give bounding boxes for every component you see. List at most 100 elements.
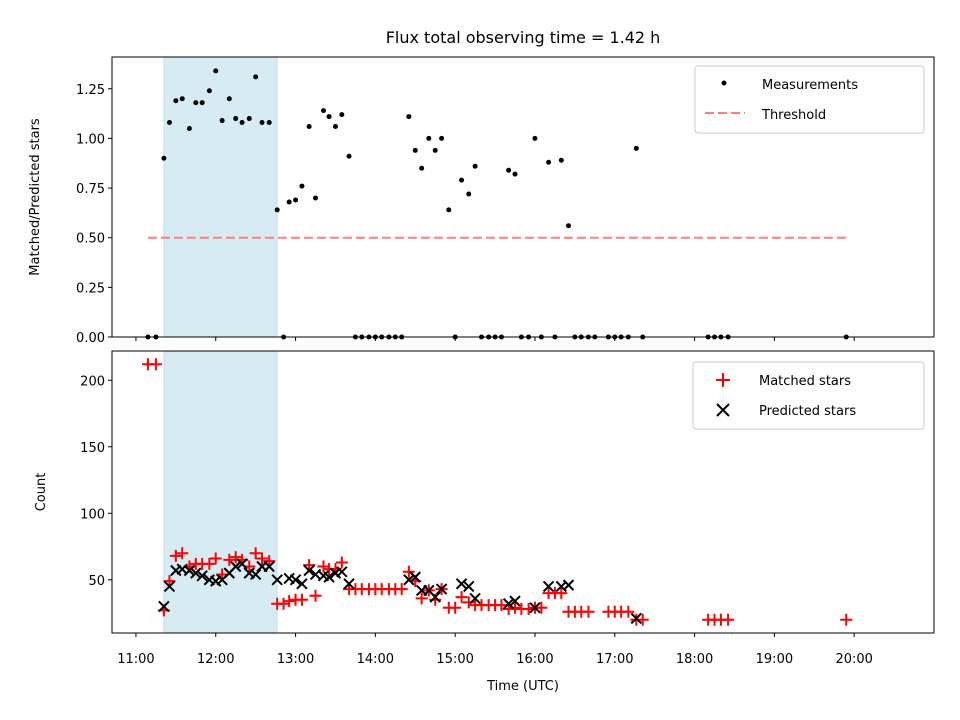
matched-star-marker (223, 553, 236, 566)
measurement-point (446, 207, 452, 213)
bottom-x-tick-label: 20:00 (835, 652, 872, 667)
measurement-point (412, 147, 418, 153)
predicted-star-marker (289, 574, 302, 586)
predicted-stars-points (158, 558, 643, 625)
matched-star-marker (495, 599, 508, 612)
matched-star-marker (203, 557, 216, 570)
matched-star-marker (169, 549, 182, 562)
measurement-point (199, 100, 205, 106)
top-y-tick-label: 0.00 (76, 331, 105, 346)
measurement-point (253, 74, 259, 80)
bottom-x-tick-label: 14:00 (357, 652, 394, 667)
predicted-star-marker (502, 598, 515, 610)
matched-star-marker (840, 613, 853, 626)
bottom-x-tick-label: 16:00 (516, 652, 553, 667)
bottom-xlabel: Time (UTC) (486, 679, 559, 694)
predicted-star-marker (263, 560, 275, 573)
top-shaded-region (163, 56, 278, 338)
bottom-y-tick-label: 150 (80, 441, 105, 456)
bottom-x-tick-label: 18:00 (676, 652, 713, 667)
measurement-point (426, 135, 432, 141)
measurement-point (512, 171, 518, 177)
matched-star-marker (229, 551, 242, 564)
top-ylabel: Matched/Predicted stars (28, 118, 43, 276)
bottom-x-tick-label: 19:00 (756, 652, 793, 667)
predicted-star-marker (196, 570, 208, 582)
predicted-star-marker (249, 568, 262, 581)
legend-matched-marker (716, 373, 730, 387)
predicted-star-marker (562, 579, 575, 591)
matched-star-marker (555, 587, 568, 600)
predicted-star-marker (271, 574, 283, 586)
measurement-point (546, 159, 552, 165)
bottom-panel: Count 50 100 150 200 11:00 12:00 13:00 14:00 15… (34, 350, 935, 694)
matched-star-marker (249, 547, 262, 560)
predicted-star-marker (323, 571, 335, 583)
measurement-point (532, 135, 538, 141)
matched-star-marker (415, 592, 428, 605)
measurement-point (173, 98, 179, 104)
top-axes-frame (111, 56, 935, 338)
matched-star-marker (582, 605, 595, 618)
matched-star-marker (402, 565, 415, 578)
predicted-star-marker (163, 580, 176, 593)
measurement-point (346, 153, 352, 159)
predicted-star-marker (190, 567, 202, 579)
predicted-star-marker (158, 600, 170, 613)
measurement-point (259, 120, 265, 126)
predicted-star-marker (455, 578, 468, 590)
matched-star-marker (209, 552, 222, 565)
bottom-axes-frame (111, 350, 935, 634)
predicted-star-marker (296, 578, 308, 590)
top-title: Flux total observing time = 1.42 h (386, 28, 661, 47)
top-y-tick-label: 1.25 (76, 83, 105, 98)
measurement-point (466, 191, 472, 197)
top-y-tick-label: 0.75 (76, 182, 105, 197)
measurement-point (459, 177, 465, 183)
predicted-star-marker (469, 592, 481, 605)
measurement-point (558, 157, 564, 163)
bottom-y-tick-label: 100 (80, 507, 105, 522)
bottom-ylabel: Count (34, 473, 49, 512)
legend-predicted-marker (716, 403, 730, 417)
top-legend-box (694, 65, 925, 134)
bottom-x-axis: 11:00 12:00 13:00 14:00 15:00 16:00 17:00 18:00… (117, 633, 873, 667)
predicted-star-marker (463, 580, 475, 593)
legend-measurements-label: Measurements (762, 78, 858, 93)
matched-star-marker (722, 613, 735, 626)
measurement-point (293, 197, 299, 203)
predicted-star-marker (236, 558, 248, 570)
measurement-point (246, 116, 252, 122)
predicted-star-marker (509, 595, 521, 607)
measurement-point (186, 125, 192, 131)
matched-star-marker (429, 593, 442, 606)
matched-star-marker (283, 595, 296, 608)
measurement-point (313, 195, 319, 201)
bottom-legend-box (692, 361, 925, 430)
measurement-point (432, 147, 438, 153)
matched-star-marker (509, 601, 522, 614)
top-y-axis: 0.00 0.25 0.50 0.75 1.00 1.25 (76, 83, 112, 346)
matched-star-marker (317, 560, 330, 573)
measurement-point (472, 163, 478, 169)
matched-star-marker (295, 593, 308, 606)
measurement-point (166, 120, 172, 126)
measurement-point (206, 88, 212, 94)
predicted-star-marker (435, 583, 448, 595)
legend-predicted-label: Predicted stars (759, 404, 856, 419)
bottom-y-tick-label: 50 (88, 574, 105, 589)
matched-star-marker (395, 583, 408, 596)
measurement-point (193, 100, 199, 106)
predicted-star-marker (630, 612, 643, 625)
measurement-point (161, 155, 167, 161)
legend-threshold-label: Threshold (761, 108, 826, 123)
bottom-x-tick-label: 12:00 (197, 652, 234, 667)
measurement-point (274, 207, 280, 213)
matched-star-marker (462, 596, 475, 609)
bottom-x-tick-label: 11:00 (117, 652, 154, 667)
matched-star-marker (622, 605, 635, 618)
matched-star-marker (455, 591, 468, 604)
measurement-point (320, 108, 326, 114)
top-legend: Measurements Threshold (694, 65, 925, 134)
